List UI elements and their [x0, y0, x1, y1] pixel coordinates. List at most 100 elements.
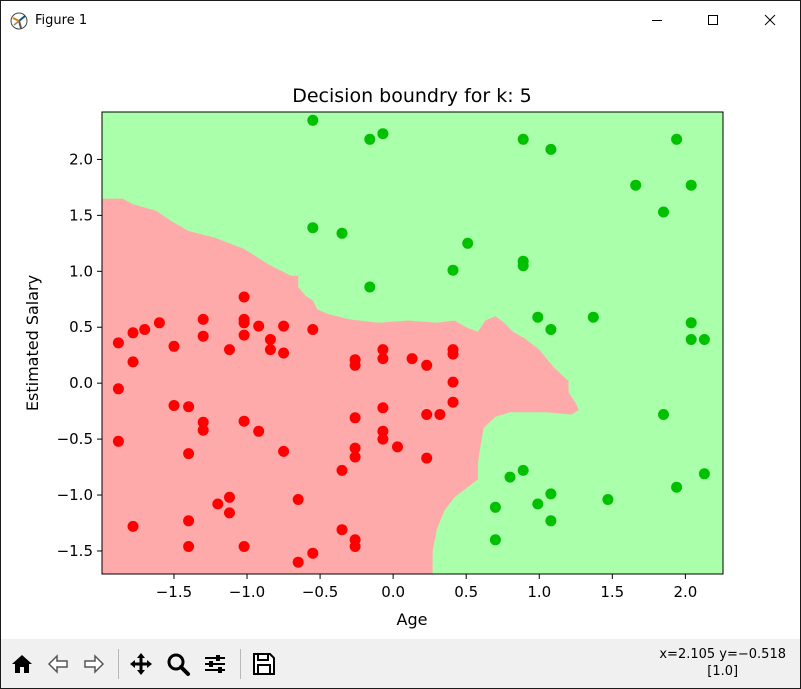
- class-1-point: [545, 143, 557, 155]
- class-1-point: [517, 133, 529, 145]
- y-tick-label: −1.5: [57, 542, 93, 560]
- data-points: [112, 114, 710, 568]
- minimize-button[interactable]: [634, 1, 680, 39]
- matplotlib-icon: [10, 12, 28, 30]
- y-tick-label: 1.0: [69, 262, 93, 280]
- coords-readout: x=2.105 y=−0.518: [659, 647, 786, 662]
- class-1-point: [698, 334, 710, 345]
- class-0-point: [307, 547, 319, 559]
- class-1-point: [685, 317, 697, 329]
- class-0-point: [112, 435, 124, 447]
- class-1-point: [504, 471, 516, 483]
- class-0-point: [421, 409, 433, 420]
- class-0-point: [292, 494, 304, 505]
- save-button[interactable]: [247, 647, 281, 681]
- class-0-point: [377, 425, 389, 437]
- class-1-point: [517, 260, 529, 272]
- y-tick-label: −1.0: [57, 486, 93, 504]
- class-1-point: [630, 179, 642, 191]
- class-0-point: [377, 344, 389, 356]
- x-tick-label: 0.0: [381, 583, 405, 601]
- figure-canvas[interactable]: −1.5 −1.0 −0.5 0.0 0.5 1.0 1.5 2.0 −1.5 −1.0 −0.5 0…: [1, 39, 800, 639]
- class-0-point: [253, 320, 265, 332]
- forward-icon: [84, 654, 105, 674]
- decision-boundary-chart: −1.5 −1.0 −0.5 0.0 0.5 1.0 1.5 2.0 −1.5 −1.0 −0.5 0…: [23, 85, 724, 629]
- configure-subplots-button[interactable]: [198, 647, 232, 681]
- minimize-icon: [652, 20, 662, 21]
- class-0-point: [349, 412, 361, 424]
- close-icon: [764, 14, 776, 26]
- zoom-button[interactable]: [161, 647, 195, 681]
- class-1-point: [602, 494, 614, 505]
- class-1-point: [517, 464, 529, 476]
- class-0-point: [112, 383, 124, 395]
- class-0-point: [292, 556, 304, 568]
- class-0-point: [238, 541, 250, 552]
- class-0-point: [421, 359, 433, 371]
- y-tick-label: 2.0: [69, 150, 93, 168]
- class-0-point: [406, 353, 418, 365]
- class-1-point: [545, 324, 557, 335]
- class-1-point: [307, 222, 319, 234]
- navigation-toolbar: x=2.105 y=−0.518 [1.0]: [1, 639, 800, 688]
- class-0-point: [168, 340, 180, 352]
- coords-value: [1.0]: [707, 664, 739, 679]
- class-0-point: [238, 415, 250, 427]
- back-icon: [47, 654, 68, 674]
- back-button[interactable]: [41, 647, 75, 681]
- maximize-button[interactable]: [690, 1, 736, 39]
- class-0-point: [183, 541, 195, 552]
- class-1-point: [377, 128, 389, 140]
- class-0-point: [183, 401, 195, 413]
- class-0-point: [278, 445, 290, 457]
- class-1-point: [658, 409, 669, 420]
- y-tick-label: 1.5: [69, 206, 93, 224]
- x-tick-label: 2.0: [673, 583, 697, 601]
- class-1-point: [671, 133, 683, 145]
- home-icon: [12, 655, 32, 673]
- class-0-point: [197, 416, 209, 428]
- toolbar-separator: [118, 649, 119, 679]
- class-1-point: [545, 515, 557, 527]
- class-1-point: [336, 227, 348, 239]
- class-0-point: [377, 353, 389, 365]
- class-1-point: [532, 311, 544, 323]
- class-0-point: [278, 347, 290, 359]
- class-1-point: [532, 498, 544, 510]
- class-0-point: [197, 424, 209, 436]
- class-0-point: [349, 359, 361, 371]
- class-0-point: [212, 498, 224, 510]
- class-0-point: [153, 317, 165, 329]
- class-1-point: [364, 133, 376, 145]
- class-0-point: [112, 337, 124, 349]
- class-0-point: [349, 541, 361, 552]
- class-1-point: [671, 481, 683, 493]
- class-1-point: [685, 334, 697, 345]
- forward-button[interactable]: [77, 647, 111, 681]
- x-tick-label: 1.5: [600, 583, 624, 601]
- class-0-point: [307, 324, 319, 335]
- class-0-point: [127, 327, 139, 339]
- pan-button[interactable]: [124, 647, 158, 681]
- class-1-point: [307, 114, 319, 126]
- class-1-point: [489, 501, 501, 513]
- class-0-point: [197, 330, 209, 342]
- close-button[interactable]: [747, 1, 793, 39]
- class-0-point: [336, 524, 348, 536]
- configure-subplots-icon: [205, 655, 225, 673]
- class-0-point: [349, 442, 361, 454]
- class-0-point: [139, 324, 151, 335]
- class-0-point: [421, 452, 433, 464]
- class-1-point: [545, 488, 557, 500]
- title-bar[interactable]: Figure 1: [1, 1, 800, 39]
- axis-ticks: −1.5 −1.0 −0.5 0.0 0.5 1.0 1.5 2.0 −1.5 −1.0 −0.5 0…: [57, 150, 698, 601]
- home-button[interactable]: [5, 647, 39, 681]
- class-0-point: [349, 451, 361, 463]
- class-0-point: [224, 507, 235, 519]
- x-tick-label: −0.5: [302, 583, 338, 601]
- y-tick-label: −0.5: [57, 430, 93, 448]
- class-1-point: [364, 281, 376, 293]
- class-1-point: [698, 468, 710, 480]
- class-1-point: [447, 264, 459, 276]
